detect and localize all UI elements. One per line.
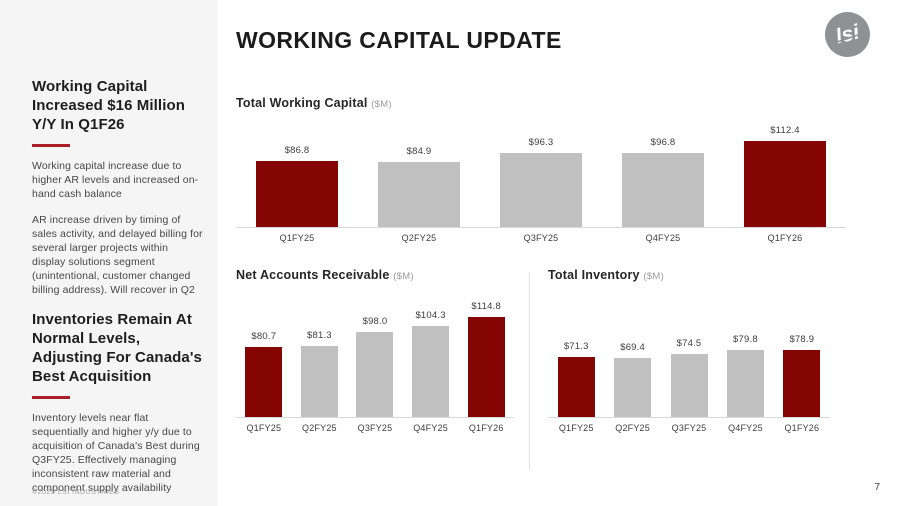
bar-value-label: $104.3 (415, 310, 446, 322)
lsi-logo-icon: lsi (824, 11, 871, 58)
bars-plot: $71.3 $69.4 $74.5 $79.8 $78.9 (548, 288, 830, 418)
category-label: Q2FY25 (615, 423, 650, 433)
footer-copyright: ©2025 LSI INDUSTRIES (32, 489, 120, 496)
bar-column: $69.4 (604, 288, 660, 417)
bar (378, 161, 460, 227)
sidebar-section-inventories: Inventories Remain At Normal Levels, Adj… (32, 311, 204, 495)
category-label: Q2FY25 (302, 423, 337, 433)
bar-column: $96.3 (480, 116, 602, 227)
bar (467, 316, 505, 417)
bar-value-label: $79.8 (733, 333, 758, 345)
bar (726, 349, 764, 417)
category-label: Q3FY25 (357, 423, 393, 433)
chart-title: Total Working Capital ($M) (236, 96, 846, 110)
bar-value-label: $80.7 (251, 330, 277, 342)
chart-title-text: Total Working Capital (236, 96, 368, 110)
chart-unit: ($M) (393, 271, 414, 282)
bar-column: $74.5 (661, 288, 717, 417)
category-label: Q1FY25 (279, 233, 315, 243)
category-label: Q3FY25 (523, 233, 559, 243)
category-label: Q4FY25 (413, 423, 448, 433)
bar-value-label: $69.4 (620, 342, 645, 354)
category-row: Q1FY25 Q2FY25 Q3FY25 Q4FY25 Q1FY26 (236, 228, 846, 243)
bar-column: $98.0 (347, 289, 403, 417)
bar (622, 152, 704, 227)
bar-column: $80.7 (236, 289, 292, 417)
category-label: Q1FY26 (468, 423, 504, 433)
page-number: 7 (874, 482, 880, 493)
sidebar: Working Capital Increased $16 Million Y/… (0, 0, 218, 506)
chart-unit: ($M) (371, 99, 392, 110)
chart-unit: ($M) (643, 271, 665, 282)
bar-column: $79.8 (717, 288, 773, 417)
category-label: Q1FY26 (767, 233, 803, 243)
section-heading: Working Capital Increased $16 Million Y/… (32, 78, 185, 133)
category-label: Q3FY25 (671, 423, 707, 433)
bar-value-label: $78.9 (789, 334, 815, 346)
bar-column: $71.3 (548, 288, 604, 417)
bar-column: $104.3 (403, 289, 459, 417)
accent-rule (32, 143, 70, 147)
bar (614, 358, 652, 417)
bar-column: $112.4 (724, 116, 846, 227)
bar (300, 346, 338, 417)
bar-value-label: $86.8 (284, 144, 310, 156)
category-label: Q1FY26 (784, 423, 820, 433)
chart-total-working-capital: Total Working Capital ($M) $86.8 $84.9 $96… (236, 96, 846, 243)
category-label: Q2FY25 (401, 233, 437, 243)
category-label: Q1FY25 (246, 423, 282, 433)
category-row: Q1FY25 Q2FY25 Q3FY25 Q4FY25 Q1FY26 (236, 418, 514, 433)
category-label: Q1FY25 (558, 423, 594, 433)
category-label: Q4FY25 (645, 233, 681, 243)
bar (412, 326, 450, 417)
bar (783, 350, 821, 417)
category-label: Q4FY25 (728, 423, 763, 433)
bar-value-label: $71.3 (563, 340, 589, 352)
bar-value-label: $114.8 (471, 300, 501, 312)
chart-title: Total Inventory ($M) (548, 268, 830, 282)
bars-plot: $80.7 $81.3 $98.0 $104.3 $114.8 (236, 289, 514, 418)
accent-rule (32, 395, 70, 399)
chart-net-accounts-receivable: Net Accounts Receivable ($M) $80.7 $81.3 $… (236, 268, 514, 433)
bar (744, 140, 826, 227)
chart-title-text: Total Inventory (548, 268, 640, 282)
bar (670, 354, 708, 417)
sidebar-section-working-capital: Working Capital Increased $16 Million Y/… (32, 78, 204, 297)
bar-value-label: $112.4 (770, 124, 800, 136)
bar-value-label: $81.3 (307, 330, 332, 342)
bar (245, 346, 283, 417)
section-paragraph: AR increase driven by timing of sales ac… (32, 213, 203, 297)
bar (256, 160, 338, 227)
bar-column: $81.3 (292, 289, 348, 417)
bar-value-label: $98.0 (362, 315, 388, 327)
bar-column: $86.8 (236, 116, 358, 227)
section-paragraph: Working capital increase due to higher A… (32, 159, 199, 200)
chart-title: Net Accounts Receivable ($M) (236, 268, 514, 282)
category-row: Q1FY25 Q2FY25 Q3FY25 Q4FY25 Q1FY26 (548, 418, 830, 433)
bar (500, 153, 582, 227)
section-heading: Inventories Remain At Normal Levels, Adj… (32, 311, 202, 385)
vertical-divider (529, 272, 530, 470)
bar-column: $96.8 (602, 116, 724, 227)
bar-column: $78.9 (774, 288, 830, 417)
section-paragraph: Inventory levels near flat sequentially … (32, 411, 200, 495)
bar-value-label: $96.8 (650, 136, 676, 148)
bar-value-label: $96.3 (528, 137, 554, 149)
chart-total-inventory: Total Inventory ($M) $71.3 $69.4 $74.5 $79.… (548, 268, 830, 433)
bar (557, 356, 595, 417)
bar-value-label: $84.9 (406, 145, 432, 157)
bar (356, 331, 394, 417)
bars-plot: $86.8 $84.9 $96.3 $96.8 $112.4 (236, 116, 846, 228)
chart-title-text: Net Accounts Receivable (236, 268, 390, 282)
bar-column: $114.8 (458, 289, 514, 417)
bar-column: $84.9 (358, 116, 480, 227)
bar-value-label: $74.5 (676, 338, 702, 349)
page-title: WORKING CAPITAL UPDATE (236, 27, 562, 53)
